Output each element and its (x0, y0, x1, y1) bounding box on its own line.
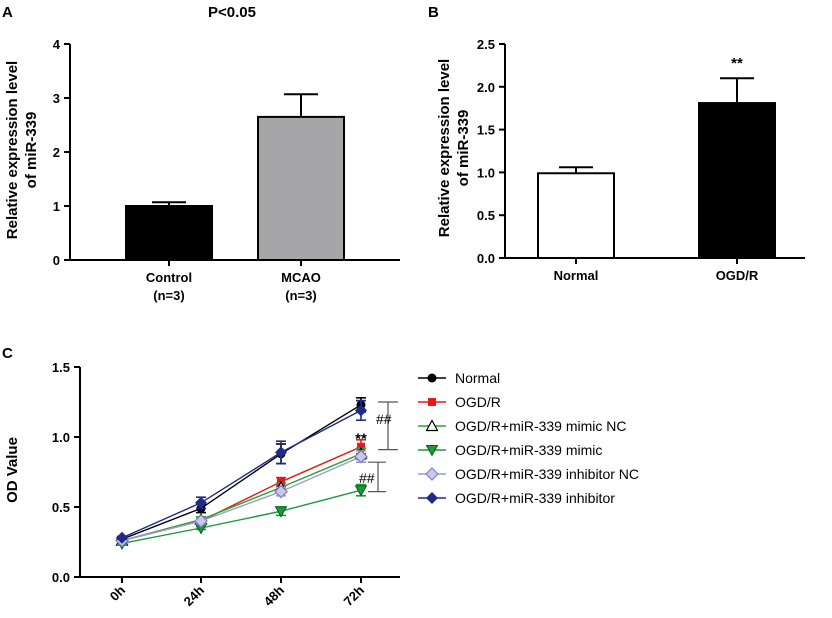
bar (537, 172, 615, 259)
y-tick-label: 0.0 (477, 251, 495, 266)
significance-label: ** (355, 430, 367, 447)
panel-a-axes: 0 1 2 3 4 Control (n=3) MCAO (n=3) (53, 37, 400, 303)
panel-b-marks: ** (537, 55, 776, 260)
panel-a-title: P<0.05 (208, 4, 256, 21)
data-point (116, 531, 128, 544)
y-tick-label: 3 (53, 91, 60, 106)
x-tick-label: Normal (554, 268, 599, 283)
bar (125, 205, 213, 261)
panel-a-marks (125, 93, 345, 262)
x-tick-label: (n=3) (153, 288, 184, 303)
legend-label: OGD/R+miR-339 inhibitor (455, 490, 615, 506)
data-point (274, 506, 288, 518)
data-point (275, 446, 287, 459)
series-1 (117, 438, 366, 545)
x-tick-label: Control (146, 270, 192, 285)
legend-label: OGD/R+miR-339 mimic NC (455, 418, 627, 434)
legend-item: OGD/R+miR-339 inhibitor (418, 490, 615, 506)
data-point (355, 404, 367, 417)
data-point (427, 373, 437, 383)
data-point (425, 467, 439, 481)
y-tick-label: 0.5 (52, 500, 70, 515)
series-line (121, 404, 362, 540)
series-line (121, 409, 362, 539)
series-line (121, 489, 362, 545)
panel-c-letter: C (2, 345, 13, 362)
legend-item: Normal (418, 370, 500, 386)
data-point (428, 398, 436, 406)
series-5 (116, 399, 367, 544)
data-point (195, 496, 207, 509)
series-3 (115, 483, 368, 550)
legend-label: OGD/R+miR-339 inhibitor NC (455, 466, 639, 482)
data-point (426, 492, 438, 504)
data-point (425, 419, 439, 432)
x-tick-label: 0h (107, 582, 128, 603)
legend-item: OGD/R+miR-339 mimic NC (418, 418, 627, 434)
legend-item: OGD/R+miR-339 mimic (418, 442, 602, 458)
panel-b-letter: B (428, 4, 439, 21)
bar (698, 102, 776, 260)
y-tick-label: 2.5 (477, 37, 495, 52)
panel-a-ylabel-line1: Relative expression level (4, 61, 21, 239)
legend-item: OGD/R (418, 394, 501, 410)
series-4 (115, 449, 368, 548)
data-point (354, 449, 368, 464)
y-tick-label: 1 (53, 199, 60, 214)
panel-c: C OD Value 0.0 0.5 1.0 1.5 0h 24h 48h 72h ** ## #… (2, 345, 639, 609)
legend-item: OGD/R+miR-339 inhibitor NC (418, 466, 639, 482)
data-point (274, 484, 288, 499)
panel-b-ylabel-line1: Relative expression level (436, 59, 453, 237)
y-tick-label: 1.0 (477, 165, 495, 180)
data-point (425, 445, 439, 457)
series-line (121, 446, 362, 542)
bar (257, 115, 345, 262)
panel-c-axes: 0.0 0.5 1.0 1.5 0h 24h 48h 72h (52, 360, 400, 609)
data-point (194, 514, 208, 528)
panel-a-letter: A (2, 4, 13, 21)
panel-c-ylabel: OD Value (4, 437, 21, 503)
panel-b: B Relative expression level of miR-339 0… (428, 4, 805, 283)
y-tick-label: 1.0 (52, 430, 70, 445)
x-tick-label: MCAO (281, 270, 321, 285)
y-tick-label: 4 (53, 37, 61, 52)
panel-c-marks: ** ## ## (115, 396, 398, 550)
bracket-label: ## (359, 470, 375, 486)
series-2 (115, 447, 368, 546)
bracket-label: ## (376, 411, 392, 427)
x-tick-label: (n=3) (285, 288, 316, 303)
x-tick-label: 48h (261, 582, 287, 608)
series-line (121, 453, 362, 542)
data-point (354, 485, 368, 497)
y-tick-label: 2 (53, 145, 60, 160)
legend-label: OGD/R+miR-339 mimic (455, 442, 602, 458)
y-tick-label: 1.5 (52, 360, 70, 375)
legend-label: Normal (455, 370, 500, 386)
panel-b-axes: 0.0 0.5 1.0 1.5 2.0 2.5 Normal OGD/R (477, 37, 805, 283)
x-tick-label: OGD/R (716, 268, 759, 283)
y-tick-label: 0 (53, 253, 60, 268)
panel-b-ylabel-line2: of miR-339 (455, 110, 472, 187)
data-point (357, 442, 365, 451)
y-tick-label: 0.5 (477, 208, 495, 223)
y-tick-label: 1.5 (477, 123, 495, 138)
series-line (121, 455, 362, 542)
panel-c-legend: Normal OGD/R OGD/R+miR-339 mimic NC OGD/R+m… (418, 370, 639, 506)
y-tick-label: 2.0 (477, 80, 495, 95)
x-tick-label: 72h (341, 582, 367, 608)
panel-a: A P<0.05 Relative expression level of mi… (2, 4, 400, 303)
panel-a-ylabel-line2: of miR-339 (23, 112, 40, 189)
significance-label: ** (731, 55, 743, 72)
y-tick-label: 0.0 (52, 570, 70, 585)
x-tick-label: 24h (181, 582, 207, 608)
legend-label: OGD/R (455, 394, 501, 410)
